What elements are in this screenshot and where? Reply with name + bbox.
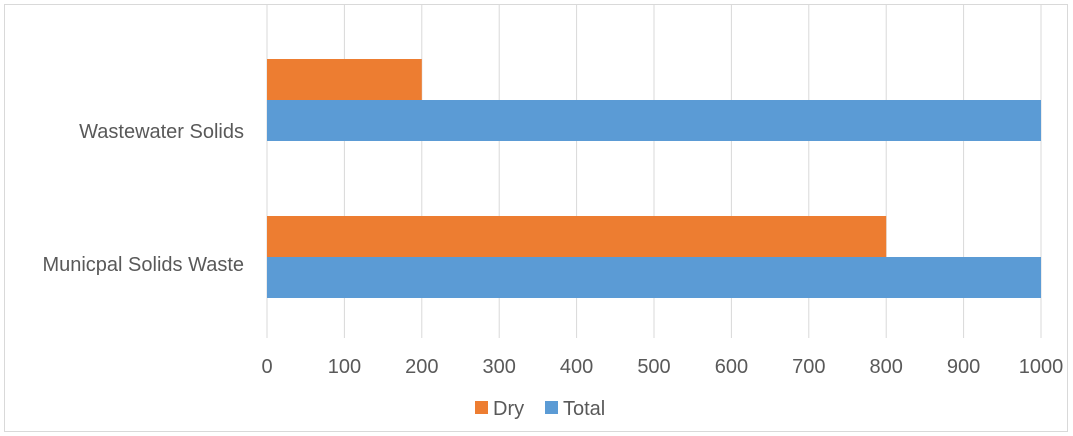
chart-frame: 0 100 200 300 400 500 600 700 800 900 1000 Wastewa… (4, 4, 1068, 432)
y-axis-categories: Wastewater Solids Municpal Solids Waste (42, 121, 244, 276)
bar-dry-wastewater-solids (267, 59, 422, 100)
legend-label-total: Total (563, 398, 605, 420)
x-tick-label: 900 (947, 356, 980, 378)
x-tick-label: 200 (405, 356, 438, 378)
legend-label-dry: Dry (493, 398, 524, 420)
x-tick-label: 400 (560, 356, 593, 378)
x-tick-label: 0 (261, 356, 272, 378)
x-tick-label: 100 (328, 356, 361, 378)
x-tick-label: 500 (637, 356, 670, 378)
legend-swatch-dry (475, 401, 488, 414)
bar-chart: 0 100 200 300 400 500 600 700 800 900 1000 Wastewa… (42, 5, 1063, 420)
x-tick-label: 700 (792, 356, 825, 378)
x-tick-label: 1000 (1019, 356, 1064, 378)
category-label-municpal-solids-waste: Municpal Solids Waste (42, 254, 244, 276)
x-tick-label: 800 (870, 356, 903, 378)
bar-total-municpal-solids-waste (267, 257, 1041, 298)
legend-swatch-total (545, 401, 558, 414)
x-tick-label: 600 (715, 356, 748, 378)
x-tick-label: 300 (483, 356, 516, 378)
legend: Dry Total (475, 398, 605, 420)
category-label-wastewater-solids: Wastewater Solids (79, 121, 244, 143)
bar-total-wastewater-solids (267, 100, 1041, 141)
bar-dry-municpal-solids-waste (267, 216, 887, 257)
x-axis-ticks: 0 100 200 300 400 500 600 700 800 900 1000 (261, 356, 1063, 378)
bars (267, 59, 1041, 298)
